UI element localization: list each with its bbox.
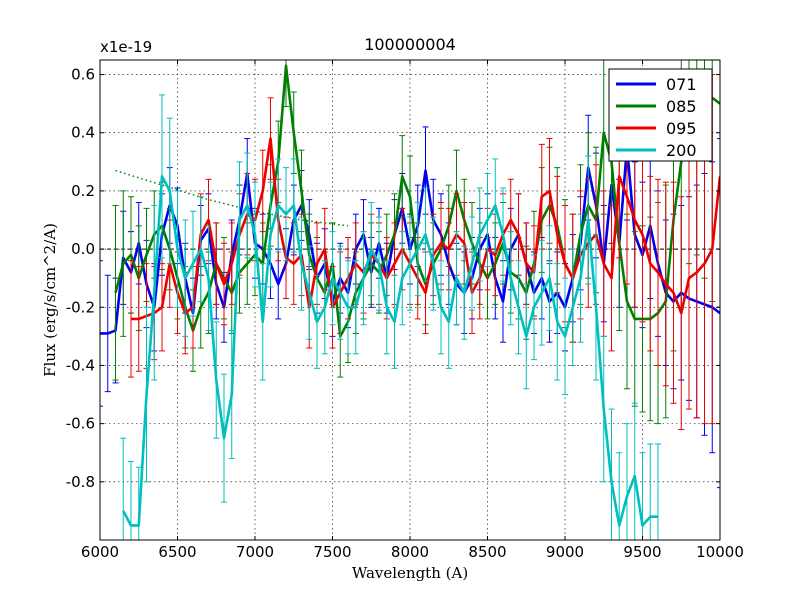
legend-label-095: 095 bbox=[666, 119, 697, 138]
series-line-200 bbox=[122, 175, 658, 527]
x-tick-label: 9500 bbox=[623, 543, 661, 561]
x-tick-label: 7500 bbox=[313, 543, 351, 561]
y-tick-label: -0.6 bbox=[66, 415, 95, 433]
x-tick-label: 8000 bbox=[391, 543, 429, 561]
series-200 bbox=[120, 94, 661, 540]
x-tick-label: 6000 bbox=[81, 543, 119, 561]
x-tick-label: 9000 bbox=[546, 543, 584, 561]
x-tick-label: 10000 bbox=[696, 543, 744, 561]
y-tick-label: -0.4 bbox=[66, 356, 95, 374]
legend-label-085: 085 bbox=[666, 97, 697, 116]
reference-line bbox=[115, 169, 349, 227]
y-offset-label: x1e-19 bbox=[100, 38, 152, 56]
y-tick-label: -0.2 bbox=[66, 298, 95, 316]
y-axis-label: Flux (erg/s/cm^2/A) bbox=[41, 223, 59, 377]
chart-title: 100000004 bbox=[364, 35, 456, 54]
x-axis-label: Wavelength (A) bbox=[352, 564, 468, 582]
series-group bbox=[100, 60, 720, 540]
x-tick-label: 8500 bbox=[468, 543, 506, 561]
y-tick-label: 0.4 bbox=[71, 124, 95, 142]
legend-label-200: 200 bbox=[666, 141, 697, 160]
y-tick-label: 0.2 bbox=[71, 182, 95, 200]
legend: 071 085 095 200 bbox=[608, 68, 713, 162]
series-line-095 bbox=[131, 137, 720, 321]
y-tick-label: 0.6 bbox=[71, 66, 95, 84]
x-tick-label: 7000 bbox=[236, 543, 274, 561]
legend-label-071: 071 bbox=[666, 75, 697, 94]
y-tick-label: -0.8 bbox=[66, 473, 95, 491]
reference-dotted-line bbox=[115, 169, 349, 227]
axis-ticks: 6000 6500 7000 7500 8000 8500 9000 9500 10000 0.6… bbox=[66, 60, 744, 561]
x-tick-label: 6500 bbox=[158, 543, 196, 561]
y-tick-label: 0.0 bbox=[71, 240, 95, 258]
